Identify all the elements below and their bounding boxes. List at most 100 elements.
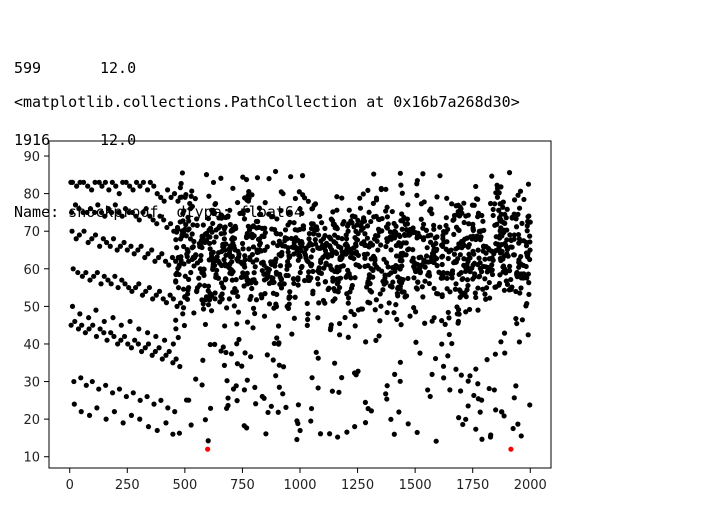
scatter-point <box>223 214 229 221</box>
scatter-point <box>427 258 434 265</box>
scatter-point <box>445 255 451 262</box>
scatter-point <box>471 392 477 399</box>
scatter-point <box>413 339 419 345</box>
scatter-point <box>83 382 89 388</box>
scatter-point <box>175 226 181 232</box>
scatter-point <box>336 320 343 327</box>
scatter-point <box>526 213 532 219</box>
scatter-point <box>526 291 532 298</box>
scatter-point <box>150 296 156 302</box>
scatter-point <box>308 405 315 412</box>
scatter-point <box>226 296 233 302</box>
scatter-point <box>270 279 276 286</box>
scatter-point <box>189 256 195 263</box>
scatter-point <box>170 341 176 347</box>
scatter-point <box>387 229 393 235</box>
scatter-point <box>504 251 510 257</box>
scatter-point <box>384 239 390 245</box>
scatter-point <box>226 265 232 271</box>
scatter-point <box>418 201 425 207</box>
scatter-point <box>426 280 432 287</box>
scatter-point <box>70 266 76 272</box>
scatter-point <box>277 271 283 277</box>
scatter-point <box>447 289 453 295</box>
scatter-point <box>221 257 227 263</box>
scatter-point <box>290 276 297 282</box>
scatter-point <box>126 183 133 189</box>
scatter-point <box>449 275 455 281</box>
scatter-point <box>136 281 142 287</box>
scatter-point <box>399 190 405 196</box>
scatter-point <box>376 229 383 235</box>
scatter-point <box>310 268 316 275</box>
scatter-point <box>160 296 166 302</box>
scatter-point <box>417 269 423 275</box>
scatter-point <box>309 375 315 381</box>
scatter-point <box>449 201 455 207</box>
scatter-point <box>125 341 131 347</box>
scatter-point <box>129 209 135 216</box>
scatter-point <box>339 195 345 201</box>
scatter-point <box>360 191 366 197</box>
scatter-point <box>306 236 312 242</box>
scatter-point <box>250 325 256 331</box>
scatter-point <box>316 265 322 271</box>
scatter-point <box>490 212 496 219</box>
scatter-point <box>482 276 488 282</box>
scatter-point <box>253 401 259 407</box>
scatter-point <box>475 285 481 291</box>
scatter-point <box>341 219 347 225</box>
scatter-point <box>173 258 179 264</box>
x-tick-label: 750 <box>230 478 255 493</box>
scatter-point <box>465 282 471 289</box>
scatter-point <box>158 194 164 200</box>
scatter-point <box>364 235 371 241</box>
scatter-point <box>154 221 160 227</box>
series-index: 1916 <box>14 131 51 149</box>
scatter-point <box>269 259 275 266</box>
scatter-point <box>97 243 103 249</box>
scatter-point <box>451 251 458 257</box>
scatter-point <box>478 269 485 275</box>
scatter-point <box>494 182 500 188</box>
scatter-point <box>373 197 380 203</box>
scatter-point <box>152 258 158 264</box>
scatter-point <box>230 240 236 246</box>
scatter-point <box>453 246 459 252</box>
scatter-point <box>345 295 352 301</box>
scatter-point <box>157 213 163 219</box>
scatter-point <box>266 176 272 182</box>
scatter-point <box>434 263 440 269</box>
scatter-point <box>283 404 289 411</box>
scatter-point <box>241 261 247 267</box>
scatter-point <box>490 206 496 213</box>
scatter-point <box>348 308 354 315</box>
scatter-point <box>277 281 283 287</box>
scatter-point <box>240 270 246 276</box>
scatter-point <box>159 356 165 362</box>
scatter-point <box>183 233 189 239</box>
scatter-point <box>163 352 169 358</box>
scatter-point <box>250 277 256 283</box>
series-row: 599 12.0 <box>14 56 303 80</box>
scatter-point <box>343 232 349 238</box>
scatter-point <box>349 250 355 256</box>
scatter-point <box>153 292 159 298</box>
scatter-point <box>497 255 504 262</box>
scatter-point <box>388 416 394 422</box>
scatter-point <box>459 238 465 245</box>
scatter-point <box>93 333 100 340</box>
scatter-point <box>229 253 236 259</box>
scatter-point <box>72 202 79 208</box>
scatter-point <box>478 228 484 234</box>
scatter-point <box>128 412 135 418</box>
scatter-point <box>254 175 261 181</box>
scatter-point <box>241 216 248 222</box>
scatter-point <box>340 250 347 256</box>
scatter-point <box>480 218 486 224</box>
scatter-point <box>437 173 443 179</box>
scatter-point <box>179 228 185 234</box>
scatter-point <box>294 436 300 443</box>
highlight-point <box>508 446 514 452</box>
scatter-point <box>463 264 469 270</box>
